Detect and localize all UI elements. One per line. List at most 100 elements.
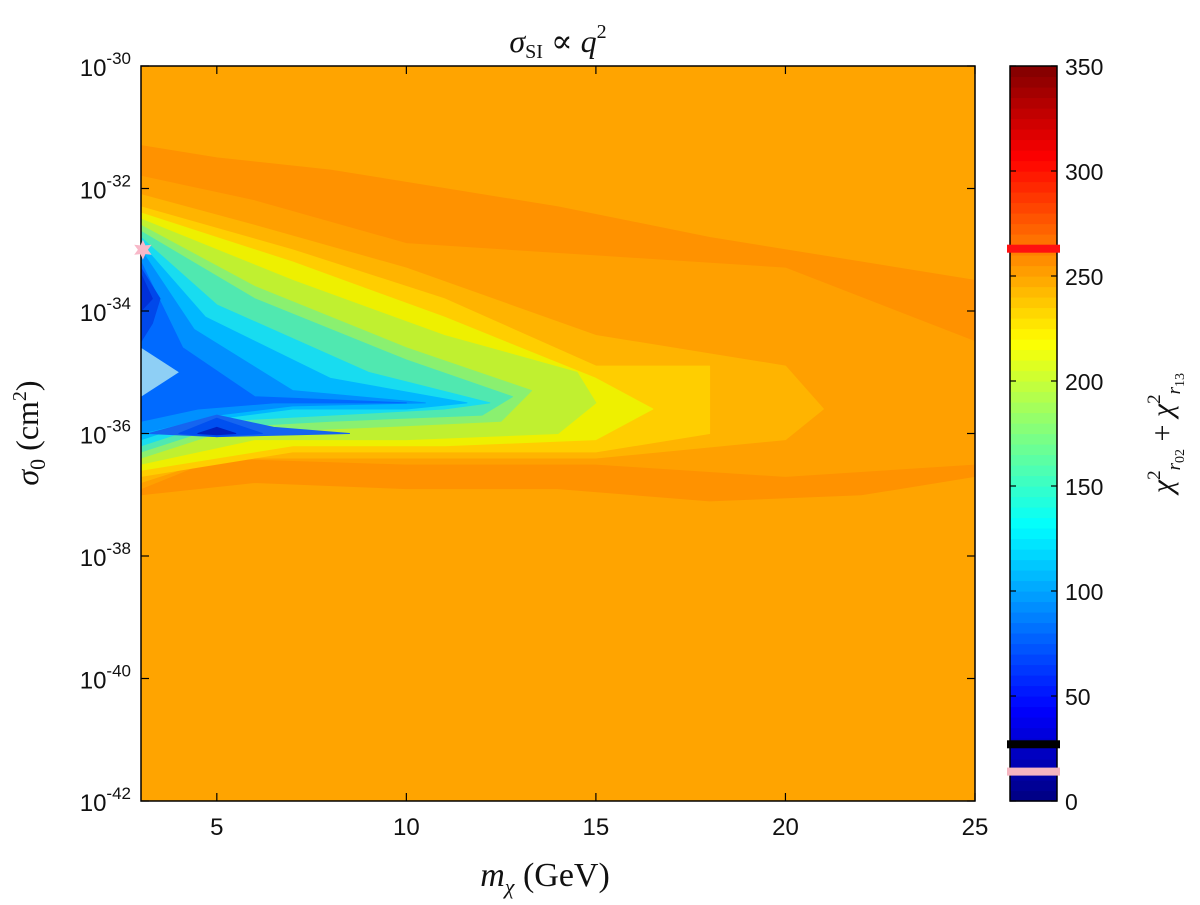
colorbar-segment: [1010, 654, 1057, 666]
x-tick-label: 25: [962, 814, 989, 841]
best-fit-star-marker: [134, 239, 152, 260]
colorbar-segment: [1010, 339, 1057, 351]
contour-level-16: [197, 426, 237, 436]
colorbar-segment: [1010, 391, 1057, 403]
colorbar-segment: [1010, 727, 1057, 739]
y-axis: 10-30 10-32 10-34 10-36 10-38 10-40 10-42: [80, 49, 975, 817]
colorbar-segment: [1010, 76, 1057, 88]
colorbar-segment: [1010, 97, 1057, 109]
colorbar-segment: [1010, 433, 1057, 445]
colorbar-tick-label: 250: [1065, 264, 1103, 290]
colorbar-segment: [1010, 475, 1057, 487]
colorbar-segment: [1010, 150, 1057, 162]
colorbar-segment: [1010, 412, 1057, 424]
chart-title: σSI ∝ q2: [509, 21, 606, 63]
colorbar-segment: [1010, 360, 1057, 372]
colorbar-segment: [1010, 297, 1057, 309]
colorbar-segment: [1010, 559, 1057, 571]
colorbar-tick-label: 100: [1065, 579, 1103, 605]
y-tick-label: 10-32: [80, 172, 131, 205]
colorbar-threshold-marker: [1007, 244, 1060, 253]
contour-level-15: [141, 273, 153, 312]
y-tick-label: 10-30: [80, 49, 131, 82]
colorbar-segment: [1010, 66, 1057, 78]
colorbar-segment: [1010, 129, 1057, 141]
colorbar-segment: [1010, 139, 1057, 151]
colorbar-tick-label: 350: [1065, 54, 1103, 80]
y-tick-label: 10-42: [80, 784, 131, 817]
colorbar-segment: [1010, 381, 1057, 393]
colorbar-segment: [1010, 402, 1057, 414]
colorbar-segment: [1010, 454, 1057, 466]
x-tick-label: 10: [393, 814, 420, 841]
colorbar-segment: [1010, 265, 1057, 277]
plot-area: [141, 66, 975, 801]
y-tick-label: 10-34: [80, 294, 131, 327]
colorbar-segment: [1010, 612, 1057, 624]
colorbar-segment: [1010, 213, 1057, 225]
colorbar-segment: [1010, 633, 1057, 645]
colorbar-segment: [1010, 528, 1057, 540]
colorbar-segment: [1010, 181, 1057, 193]
colorbar-segment: [1010, 286, 1057, 298]
colorbar-segment: [1010, 664, 1057, 676]
colorbar-segment: [1010, 444, 1057, 456]
colorbar-tick-label: 200: [1065, 369, 1103, 395]
colorbar-segment: [1010, 486, 1057, 498]
colorbar-segment: [1010, 706, 1057, 718]
colorbar-segment: [1010, 202, 1057, 214]
colorbar-threshold-marker: [1007, 767, 1060, 776]
colorbar-segment: [1010, 675, 1057, 687]
contour-level-11: [141, 261, 407, 422]
colorbar-segment: [1010, 370, 1057, 382]
colorbar-segment: [1010, 622, 1057, 634]
colorbar-segment: [1010, 643, 1057, 655]
colorbar-label: χ2r02 + χ2r13: [1144, 373, 1188, 496]
colorbar-segment: [1010, 171, 1057, 183]
colorbar-segment: [1010, 328, 1057, 340]
colorbar: 0 50 100 150 200 250 300 350: [1007, 54, 1103, 815]
colorbar-segment: [1010, 580, 1057, 592]
colorbar-segment: [1010, 790, 1057, 802]
colorbar-segment: [1010, 118, 1057, 130]
colorbar-segment: [1010, 517, 1057, 529]
colorbar-segment: [1010, 318, 1057, 330]
colorbar-segment: [1010, 549, 1057, 561]
colorbar-segment: [1010, 717, 1057, 729]
colorbar-segment: [1010, 255, 1057, 267]
x-tick-label: 20: [772, 814, 799, 841]
colorbar-segment: [1010, 748, 1057, 760]
x-axis: 5 10 15 20 25: [210, 66, 988, 841]
colorbar-segment: [1010, 601, 1057, 613]
colorbar-segment: [1010, 192, 1057, 204]
colorbar-segment: [1010, 538, 1057, 550]
colorbar-segment: [1010, 507, 1057, 519]
x-tick-label: 15: [583, 814, 610, 841]
colorbar-segment: [1010, 87, 1057, 99]
colorbar-segment: [1010, 423, 1057, 435]
x-axis-label: mχ (GeV): [480, 857, 610, 899]
colorbar-segment: [1010, 160, 1057, 172]
y-tick-label: 10-40: [80, 662, 131, 695]
colorbar-tick-label: 0: [1065, 789, 1078, 815]
colorbar-tick-label: 300: [1065, 159, 1103, 185]
colorbar-segment: [1010, 685, 1057, 697]
colorbar-segment: [1010, 780, 1057, 792]
colorbar-tick-label: 150: [1065, 474, 1103, 500]
triangle-region: [141, 347, 179, 397]
x-tick-label: 5: [210, 814, 223, 841]
colorbar-segment: [1010, 570, 1057, 582]
colorbar-segment: [1010, 759, 1057, 771]
colorbar-segment: [1010, 223, 1057, 235]
colorbar-segment: [1010, 696, 1057, 708]
y-tick-label: 10-36: [80, 417, 131, 450]
colorbar-tick-label: 50: [1065, 684, 1091, 710]
y-axis-label: σ0 (cm2): [9, 380, 50, 485]
colorbar-segment: [1010, 465, 1057, 477]
colorbar-frame: [1009, 65, 1058, 802]
colorbar-segment: [1010, 276, 1057, 288]
y-tick-label: 10-38: [80, 539, 131, 572]
colorbar-segment: [1010, 234, 1057, 246]
